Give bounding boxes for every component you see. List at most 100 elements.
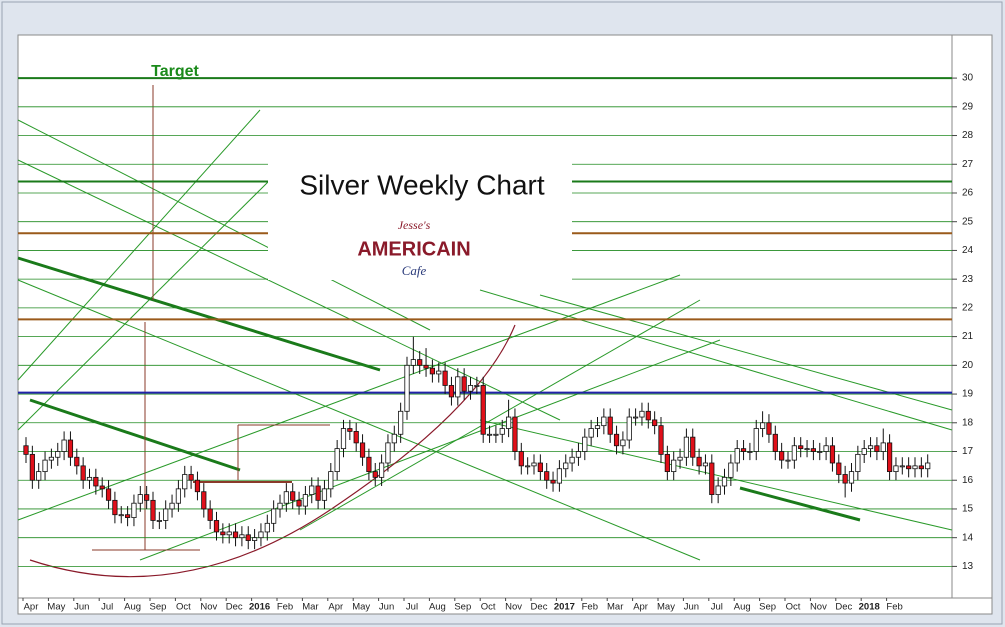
x-tick-label: Aug [734, 602, 751, 613]
candle-body [213, 520, 220, 533]
candle-body [74, 456, 80, 467]
y-tick-label: 30 [962, 73, 974, 84]
candle-body [798, 445, 804, 450]
candle-body [734, 448, 740, 464]
candle-body [448, 385, 455, 398]
y-tick-label: 17 [962, 446, 974, 457]
candle-body [861, 448, 867, 455]
candle-body [328, 471, 334, 490]
candle-body [309, 485, 315, 495]
candle-body [366, 456, 372, 473]
candle-body [131, 502, 137, 518]
candle-body [779, 451, 785, 461]
logo-bottom: Cafe [402, 263, 427, 278]
candle-body [810, 448, 817, 452]
candle-body [36, 471, 42, 481]
candle-body [607, 416, 613, 435]
candle-body [848, 471, 855, 484]
candle-body [118, 514, 124, 517]
candle-body [925, 462, 931, 470]
candle-body [150, 499, 156, 521]
candle-body [429, 367, 436, 375]
trend-line [479, 419, 953, 531]
candle-body [912, 465, 918, 470]
candle-body [251, 537, 258, 541]
y-tick-label: 23 [962, 274, 974, 285]
x-tick-label: Nov [810, 602, 827, 613]
x-tick-label: May [352, 602, 370, 613]
x-tick-label: Mar [607, 602, 623, 613]
candle-body [372, 471, 378, 478]
candle-body [340, 428, 347, 450]
x-tick-label: Dec [835, 602, 852, 613]
candle-body [226, 531, 232, 536]
logo-middle: AMERICAIN [357, 238, 470, 260]
candle-body [156, 520, 162, 522]
y-tick-label: 27 [962, 159, 974, 170]
plot-area [17, 34, 953, 599]
candle-body [829, 445, 836, 464]
candle-body [721, 476, 728, 487]
candle-body [499, 428, 505, 435]
candle-body [302, 494, 309, 507]
candle-body [23, 445, 29, 455]
y-tick-label: 19 [962, 389, 974, 400]
trend-line [17, 279, 701, 561]
candle-body [887, 442, 893, 473]
candle-body [855, 453, 861, 473]
candle-body [201, 491, 207, 510]
candle-body [29, 453, 35, 481]
candle-body [563, 462, 569, 470]
candle-body [455, 376, 461, 398]
candle-body [683, 436, 690, 458]
x-tick-label: Feb [277, 602, 293, 613]
y-axis-area [951, 34, 993, 599]
x-tick-label: Aug [124, 602, 141, 613]
candle-body [391, 433, 397, 444]
y-tick-label: 15 [962, 504, 974, 515]
x-axis-area [17, 597, 993, 615]
x-tick-label: 2017 [554, 602, 575, 613]
candle-body [556, 468, 563, 484]
candle-body [461, 376, 467, 392]
candle-body [582, 436, 588, 452]
candle-body [639, 410, 645, 418]
candle-body [480, 385, 486, 435]
candle-body [442, 370, 448, 386]
candle-body [791, 445, 797, 461]
candle-body [740, 448, 747, 452]
candle-body [163, 508, 169, 521]
y-tick-label: 28 [962, 130, 974, 141]
x-tick-label: Oct [481, 602, 496, 613]
x-tick-label: Apr [633, 602, 648, 613]
trend-line [479, 289, 953, 431]
candle-body [474, 385, 480, 387]
candle-body [601, 416, 607, 427]
candle-body [633, 416, 639, 419]
y-tick-label: 20 [962, 360, 974, 371]
x-tick-label: Sep [150, 602, 167, 613]
x-tick-label: Jun [684, 602, 699, 613]
candle-body [906, 465, 912, 470]
candle-body [493, 433, 499, 436]
candle-body [239, 534, 245, 539]
candle-body [220, 531, 226, 536]
candle-body [169, 502, 175, 510]
x-tick-label: Apr [328, 602, 343, 613]
candle-body [353, 430, 359, 444]
trend-line [17, 109, 261, 381]
candle-body [467, 385, 474, 392]
candle-body [766, 422, 772, 435]
target-label: Target [151, 63, 199, 80]
x-tick-label: Oct [176, 602, 191, 613]
trend-line [17, 274, 681, 521]
candle-body [550, 479, 556, 484]
x-tick-label: Sep [454, 602, 471, 613]
candle-body [817, 451, 823, 453]
candle-body [290, 491, 296, 501]
x-tick-label: Nov [505, 602, 522, 613]
candle-body [80, 465, 86, 481]
candle-body [531, 462, 537, 467]
